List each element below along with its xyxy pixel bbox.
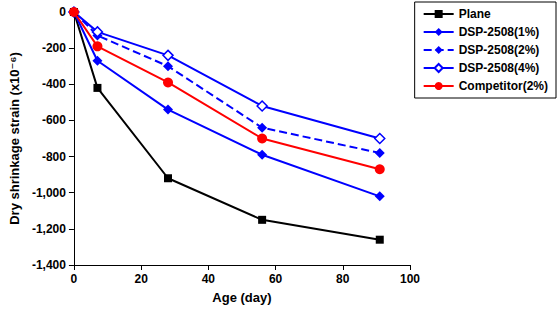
svg-text:-800: -800 xyxy=(42,150,66,164)
svg-text:0: 0 xyxy=(71,272,78,286)
svg-text:DSP-2508(1%): DSP-2508(1%) xyxy=(459,25,540,39)
svg-text:-400: -400 xyxy=(42,77,66,91)
svg-text:Dry shrinkage strain (x10⁻⁶): Dry shrinkage strain (x10⁻⁶) xyxy=(7,52,22,225)
svg-text:40: 40 xyxy=(202,272,216,286)
svg-text:DSP-2508(4%): DSP-2508(4%) xyxy=(459,61,540,75)
svg-text:-1,200: -1,200 xyxy=(32,222,66,236)
svg-text:20: 20 xyxy=(134,272,148,286)
svg-text:DSP-2508(2%): DSP-2508(2%) xyxy=(459,43,540,57)
svg-text:Age (day): Age (day) xyxy=(212,290,271,305)
svg-text:60: 60 xyxy=(269,272,283,286)
svg-text:80: 80 xyxy=(336,272,350,286)
svg-text:-600: -600 xyxy=(42,113,66,127)
svg-text:-1,400: -1,400 xyxy=(32,258,66,272)
svg-text:100: 100 xyxy=(400,272,420,286)
svg-text:-200: -200 xyxy=(42,41,66,55)
svg-text:-1,000: -1,000 xyxy=(32,186,66,200)
svg-text:Competitor(2%): Competitor(2%) xyxy=(459,79,548,93)
svg-text:0: 0 xyxy=(59,5,66,19)
svg-text:Plane: Plane xyxy=(459,7,491,21)
